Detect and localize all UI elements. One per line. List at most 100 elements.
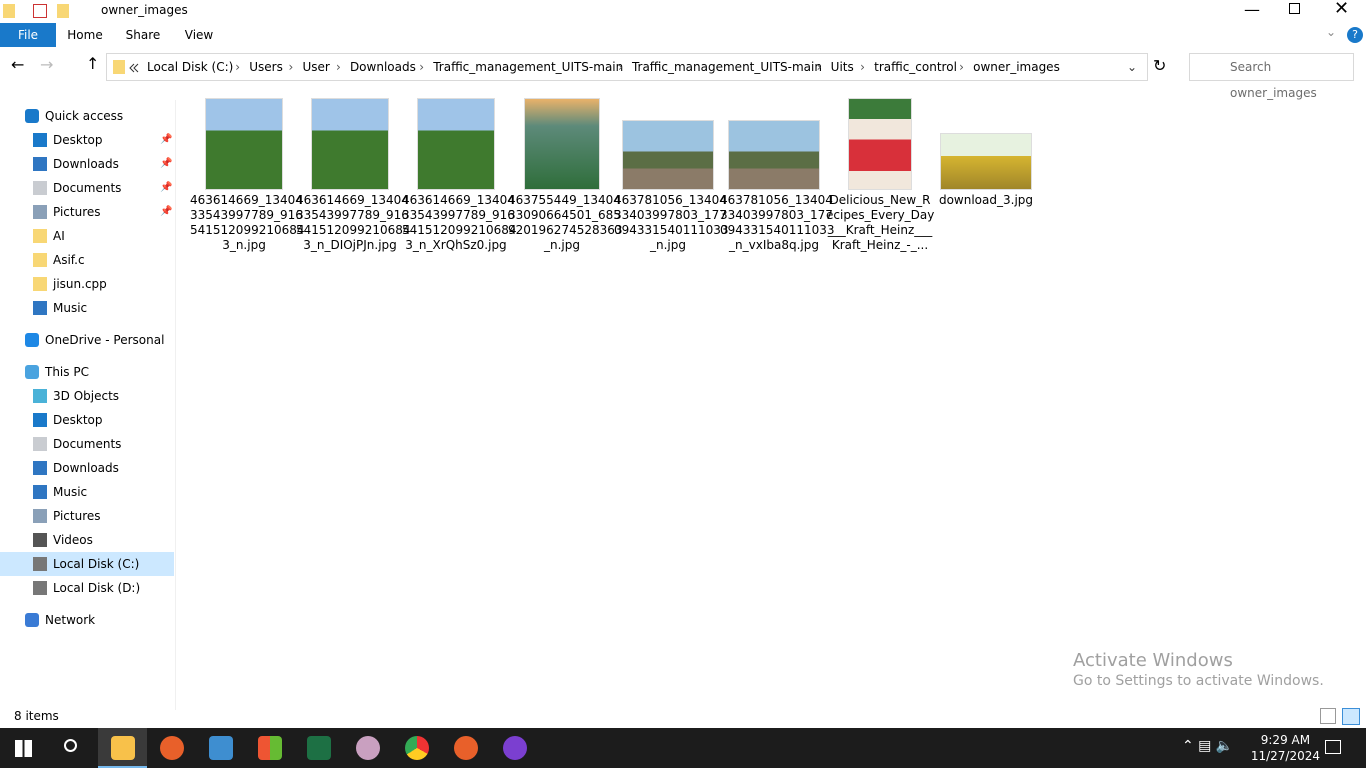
firefox-app[interactable] — [454, 736, 478, 760]
forward[interactable]: → — [40, 55, 54, 74]
breadcrumb[interactable]: Downloads — [349, 60, 416, 74]
file-name-line: 33090664501_685 — [508, 208, 621, 222]
nav-item[interactable]: Local Disk (C:) — [0, 552, 174, 576]
details-view[interactable] — [1320, 708, 1336, 724]
nav-item[interactable]: Documents 📌 — [0, 176, 174, 200]
app[interactable] — [209, 736, 233, 760]
file-name-line: 541512099210684 — [296, 223, 411, 237]
nav-item[interactable]: Music — [0, 296, 174, 320]
nav-item[interactable]: 3D Objects — [0, 384, 174, 408]
breadcrumb[interactable]: Traffic_management_UITS-main — [631, 60, 822, 74]
clock[interactable]: 9:29 AM 11/27/2024 — [1251, 732, 1320, 764]
file-name-line: 463614669_13404 — [190, 193, 303, 207]
breadcrumb[interactable]: traffic_control — [874, 60, 957, 74]
nav-label: Local Disk (D:) — [53, 581, 141, 595]
nav-group[interactable]: OneDrive - Personal — [0, 328, 174, 352]
app[interactable] — [258, 736, 282, 760]
file-list: 463614669_13404 33543997789_916 5415120992… — [186, 96, 1356, 696]
nav-item[interactable]: Desktop 📌 — [0, 128, 174, 152]
nav-item[interactable]: Videos — [0, 528, 174, 552]
tray-icons[interactable]: ⌃ ▤ 🔈 — [1182, 738, 1234, 754]
ribbon-tab[interactable]: Share — [125, 28, 161, 42]
app[interactable] — [503, 736, 527, 760]
nav-item[interactable]: Asif.c — [0, 248, 174, 272]
thumbnail — [623, 121, 713, 189]
nav-group[interactable]: Network — [0, 608, 174, 632]
new-folder-icon[interactable] — [57, 4, 69, 18]
nav-item[interactable]: Local Disk (D:) — [0, 576, 174, 600]
breadcrumb[interactable]: User — [302, 60, 330, 74]
nav-item[interactable]: AI — [0, 224, 174, 248]
search-box[interactable]: Search owner_images — [1189, 53, 1354, 100]
ribbon-tab[interactable]: File — [0, 23, 56, 47]
thumbnail — [941, 134, 1031, 189]
time: 9:29 AM — [1260, 733, 1311, 747]
nav-label: 3D Objects — [53, 389, 120, 403]
breadcrumb[interactable]: Uits — [830, 60, 854, 74]
file-name-line: download_3.jpg — [938, 193, 1034, 207]
breadcrumb-separator: › — [335, 60, 341, 74]
breadcrumb-separator: › — [816, 60, 822, 74]
start-button[interactable] — [15, 740, 32, 757]
file-name: 463614669_13404 33543997789_916 5415120992… — [190, 193, 305, 253]
nav-item[interactable]: Music — [0, 480, 174, 504]
breadcrumb[interactable]: Local Disk (C:) — [147, 60, 234, 74]
nav-label: Pictures — [53, 205, 101, 219]
explorer-app[interactable] — [111, 736, 135, 760]
nav-item[interactable]: Pictures 📌 — [0, 200, 174, 224]
maximize[interactable] — [1289, 3, 1300, 14]
nav-icon — [33, 301, 47, 315]
nav-item[interactable]: Documents — [0, 432, 174, 456]
nav-item[interactable]: jisun.cpp — [0, 272, 174, 296]
nav-item[interactable]: Downloads 📌 — [0, 152, 174, 176]
nav-icon — [25, 613, 39, 627]
nav-icon — [25, 365, 39, 379]
help[interactable]: ? — [1347, 27, 1363, 43]
nav-icon — [25, 333, 39, 347]
search-button[interactable] — [64, 739, 77, 752]
pin-icon: 📌 — [160, 206, 173, 217]
close[interactable]: ✕ — [1334, 0, 1350, 19]
address-bar[interactable]: Local Disk (C:) › Users › User › Downloads › Tra… — [106, 53, 1148, 81]
nav-item[interactable]: Desktop — [0, 408, 174, 432]
nav-group[interactable]: Quick access — [0, 104, 174, 128]
file-name-line: 3_n.jpg — [222, 238, 266, 252]
folder-icon — [113, 60, 125, 74]
properties-icon[interactable] — [33, 4, 47, 18]
nav-label: Documents — [53, 181, 122, 195]
nav-icon — [33, 205, 47, 219]
ribbon-expand[interactable]: ⌄ — [1326, 25, 1337, 39]
nav-label: OneDrive - Personal — [45, 333, 165, 347]
thumbnail-view[interactable] — [1342, 708, 1360, 725]
chrome-app[interactable] — [405, 736, 429, 760]
file-name-line: 463781056_13404 — [720, 193, 833, 207]
overflow-chevron[interactable] — [129, 63, 139, 73]
file-name-line: 463614669_13404 — [296, 193, 409, 207]
paint-app[interactable] — [356, 736, 380, 760]
breadcrumb[interactable]: Users — [249, 60, 283, 74]
excel-app[interactable] — [307, 736, 331, 760]
nav-label: Documents — [53, 437, 122, 451]
breadcrumb-separator: › — [959, 60, 964, 74]
up[interactable]: ↑ — [86, 54, 100, 73]
refresh[interactable]: ↻ — [1153, 56, 1167, 75]
address-dropdown[interactable]: ⌄ — [1127, 60, 1138, 74]
nav-label: Downloads — [53, 461, 119, 475]
address-row: ← → ↑ Local Disk (C:) › Users › User › Downloa… — [0, 50, 1366, 100]
window-title: owner_images — [101, 3, 188, 17]
back[interactable]: ← — [11, 55, 25, 74]
watermark-subtitle: Go to Settings to activate Windows. — [1073, 673, 1324, 689]
breadcrumb[interactable]: Traffic_management_UITS-main — [433, 60, 624, 74]
firefox-app[interactable] — [160, 736, 184, 760]
nav-group[interactable]: This PC — [0, 360, 174, 384]
ribbon-tab[interactable]: Home — [67, 28, 103, 42]
nav-item[interactable]: Pictures — [0, 504, 174, 528]
nav-icon — [33, 557, 47, 571]
minimize[interactable]: — — [1244, 0, 1260, 19]
file-name-line: 33543997789_916 — [402, 208, 515, 222]
breadcrumb[interactable]: owner_images — [973, 60, 1060, 74]
notifications[interactable] — [1325, 740, 1341, 754]
ribbon-tab[interactable]: View — [184, 28, 214, 42]
nav-item[interactable]: Downloads — [0, 456, 174, 480]
